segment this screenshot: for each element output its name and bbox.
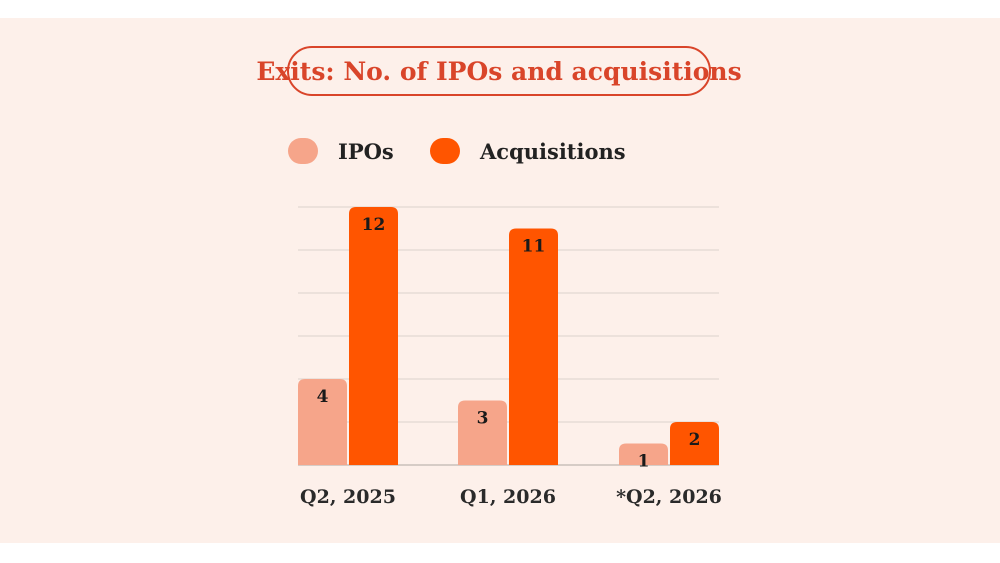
data-label: 2 bbox=[689, 430, 701, 450]
data-label: 4 bbox=[317, 387, 329, 407]
legend-swatch-acquisitions bbox=[430, 138, 460, 164]
bar-acquisitions bbox=[670, 422, 719, 465]
bar-ipos bbox=[619, 443, 668, 465]
legend-item-ipos: IPOs bbox=[288, 136, 394, 166]
data-label: 12 bbox=[362, 215, 386, 235]
bar-ipos bbox=[298, 379, 347, 465]
data-label: 1 bbox=[638, 452, 650, 472]
x-tick-label: Q1, 2026 bbox=[460, 486, 556, 508]
data-label: 11 bbox=[522, 237, 546, 257]
data-label: 3 bbox=[477, 409, 489, 429]
bar-acquisitions bbox=[349, 207, 398, 465]
x-tick-label: Q2, 2025 bbox=[300, 486, 396, 508]
legend-label-acquisitions: Acquisitions bbox=[480, 138, 626, 164]
legend-label-ipos: IPOs bbox=[338, 138, 394, 164]
bar-ipos bbox=[458, 400, 507, 465]
legend-swatch-ipos bbox=[288, 138, 318, 164]
legend-item-acquisitions: Acquisitions bbox=[430, 136, 626, 166]
x-tick-label: *Q2, 2026 bbox=[616, 486, 722, 508]
chart-title: Exits: No. of IPOs and acquisitions bbox=[256, 46, 742, 96]
bar-acquisitions bbox=[509, 228, 558, 465]
